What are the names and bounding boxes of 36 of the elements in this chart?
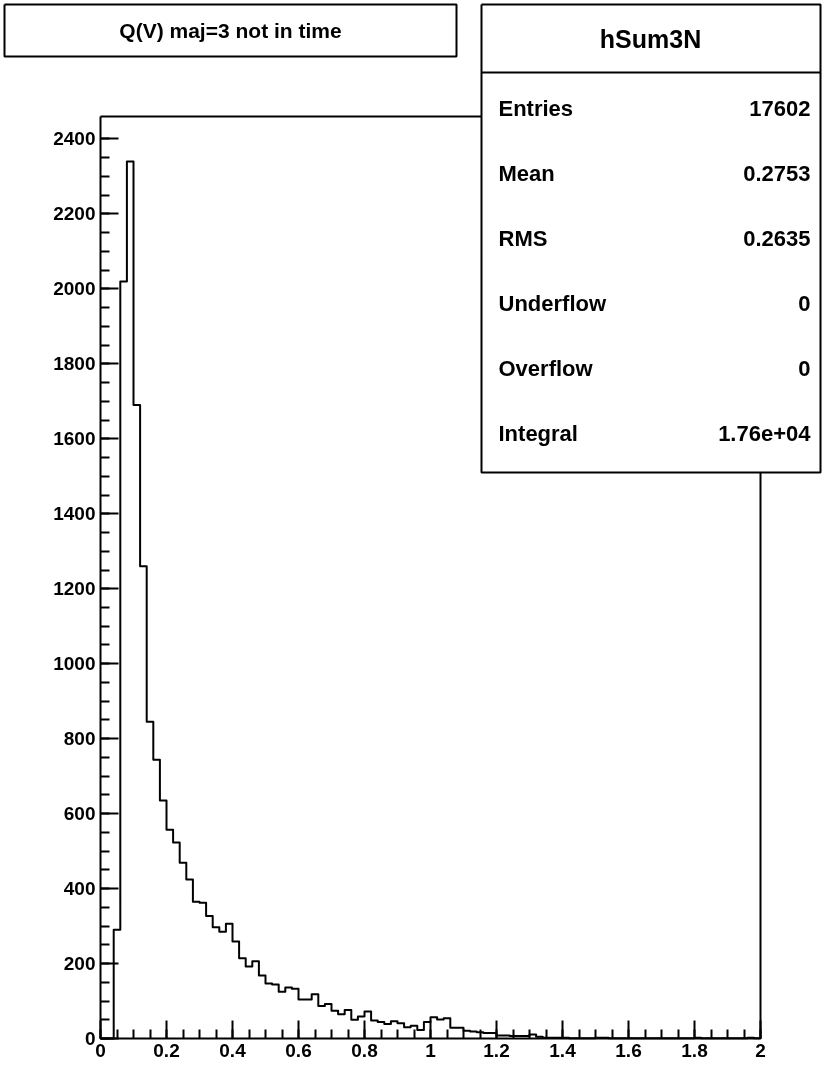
y-tick-label: 600 — [63, 803, 96, 825]
y-tick-label: 1400 — [53, 503, 96, 525]
text: 0 — [798, 291, 811, 316]
x-tick-label: 0.4 — [219, 1039, 247, 1061]
y-tick-label: 1800 — [53, 353, 96, 375]
x-tick-label: 1.2 — [483, 1039, 510, 1061]
x-tick-label: 0.6 — [285, 1039, 312, 1061]
annotation: RMS — [498, 226, 548, 251]
y-tick-label: 200 — [63, 953, 96, 975]
x-tick-label: 0.8 — [351, 1039, 378, 1061]
y-tick-label: 400 — [63, 878, 96, 900]
y-tick-label: 1600 — [53, 428, 96, 450]
chart-title: Q(V) maj=3 not in time — [119, 19, 342, 42]
y-tick-label: 2400 — [53, 128, 96, 150]
x-tick-label: 2 — [755, 1039, 766, 1061]
annotation: 17602 — [749, 96, 811, 121]
y-tick-label: 2000 — [53, 278, 96, 300]
x-tick-label: 1.6 — [615, 1039, 642, 1061]
annotation: Mean — [498, 161, 555, 186]
y-tick-label: 1000 — [53, 653, 96, 675]
x-tick-label: 1.4 — [549, 1039, 577, 1061]
x-tick-label: 1.8 — [681, 1039, 708, 1061]
x-tick-label: 1 — [425, 1039, 437, 1061]
x-tick-label: 0.2 — [153, 1039, 180, 1061]
annotation: Overflow — [498, 356, 594, 381]
annotation: 0.2635 — [743, 226, 811, 251]
annotation: Entries — [498, 96, 574, 121]
text: 0 — [798, 356, 811, 381]
annotation: 0.2753 — [743, 161, 811, 186]
annotation: Underflow — [498, 291, 607, 316]
y-tick-label: 1200 — [53, 578, 96, 600]
y-tick-label: 2200 — [53, 203, 96, 225]
y-tick-label: 800 — [63, 728, 96, 750]
text: hSum3N — [599, 24, 702, 53]
annotation: 1.76e+04 — [718, 421, 812, 446]
annotation: Integral — [498, 421, 578, 446]
